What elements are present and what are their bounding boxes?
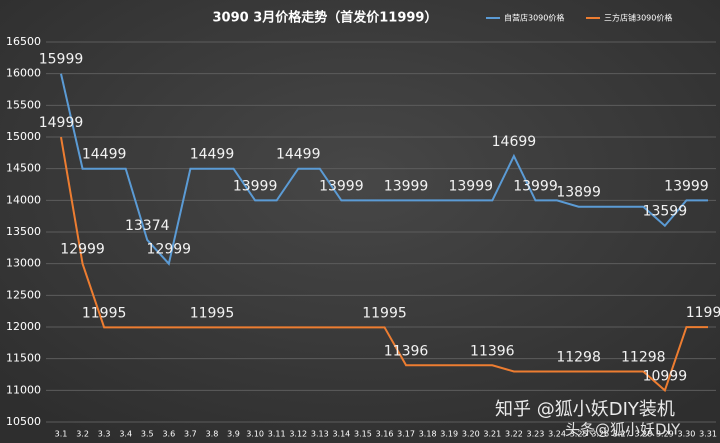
x-tick-label: 3.10 bbox=[246, 430, 264, 439]
x-tick-label: 3.18 bbox=[419, 430, 437, 439]
watermark: 头条@狐小妖DIY bbox=[565, 421, 681, 439]
data-label: 10999 bbox=[643, 368, 688, 384]
x-tick-label: 3.11 bbox=[268, 430, 286, 439]
data-label: 11995 bbox=[362, 305, 407, 321]
series-line bbox=[60, 136, 708, 393]
x-tick-label: 3.4 bbox=[119, 430, 132, 439]
x-tick-label: 3.31 bbox=[699, 430, 717, 439]
x-tick-label: 3.13 bbox=[311, 430, 329, 439]
x-tick-label: 3.24 bbox=[548, 430, 566, 439]
x-tick-label: 3.14 bbox=[332, 430, 350, 439]
data-label: 13899 bbox=[556, 185, 601, 201]
y-tick-label: 15500 bbox=[6, 98, 41, 111]
y-tick-label: 12000 bbox=[6, 320, 41, 333]
data-label: 13999 bbox=[319, 178, 364, 194]
x-tick-label: 3.25 bbox=[570, 430, 588, 439]
x-tick-label: 3.29 bbox=[656, 430, 674, 439]
legend-label: 三方店铺3090价格 bbox=[604, 13, 672, 23]
data-label: 11999 bbox=[686, 305, 720, 321]
y-tick-label: 13000 bbox=[6, 257, 41, 270]
data-label: 13999 bbox=[233, 178, 278, 194]
x-tick-label: 3.7 bbox=[184, 430, 197, 439]
y-tick-label: 13500 bbox=[6, 225, 41, 238]
x-tick-label: 3.8 bbox=[206, 430, 219, 439]
x-tick-label: 3.19 bbox=[440, 430, 458, 439]
x-tick-label: 3.1 bbox=[55, 430, 68, 439]
data-label: 12999 bbox=[147, 242, 192, 258]
x-tick-label: 3.15 bbox=[354, 430, 372, 439]
x-tick-label: 3.2 bbox=[76, 430, 89, 439]
x-tick-label: 3.23 bbox=[527, 430, 545, 439]
x-tick-label: 3.17 bbox=[397, 430, 415, 439]
data-label: 11298 bbox=[556, 349, 601, 365]
data-label: 11396 bbox=[384, 343, 429, 359]
x-tick-label: 3.20 bbox=[462, 430, 480, 439]
data-label: 15999 bbox=[39, 52, 84, 68]
x-tick-label: 3.16 bbox=[376, 430, 394, 439]
x-tick-label: 3.30 bbox=[678, 430, 696, 439]
y-tick-label: 14500 bbox=[6, 162, 41, 175]
legend-label: 自营店3090价格 bbox=[504, 13, 564, 23]
chart-title: 3090 3月价格走势（首发价11999） bbox=[213, 10, 438, 26]
data-label: 13999 bbox=[664, 178, 709, 194]
data-label: 13599 bbox=[643, 204, 688, 220]
y-tick-label: 11500 bbox=[6, 352, 41, 365]
x-tick-label: 3.12 bbox=[289, 430, 307, 439]
watermark: 知乎 @狐小妖DIY装机 bbox=[495, 399, 675, 420]
data-label: 12999 bbox=[60, 242, 105, 258]
data-label: 14499 bbox=[276, 147, 321, 163]
data-label: 14499 bbox=[82, 147, 127, 163]
data-label: 14499 bbox=[190, 147, 235, 163]
x-tick-label: 3.22 bbox=[505, 430, 523, 439]
x-tick-label: 3.6 bbox=[162, 430, 175, 439]
data-label: 11995 bbox=[82, 305, 127, 321]
data-label: 11995 bbox=[190, 305, 235, 321]
data-label: 11396 bbox=[470, 343, 515, 359]
y-tick-label: 16000 bbox=[6, 67, 41, 80]
x-tick-label: 3.5 bbox=[141, 430, 154, 439]
data-label: 13999 bbox=[384, 178, 429, 194]
data-label: 13999 bbox=[513, 178, 558, 194]
x-tick-label: 3.26 bbox=[591, 430, 609, 439]
x-tick-label: 3.3 bbox=[98, 430, 111, 439]
y-tick-label: 16500 bbox=[6, 35, 41, 48]
series-line bbox=[60, 73, 708, 266]
y-tick-label: 15000 bbox=[6, 130, 41, 143]
data-label: 13999 bbox=[448, 178, 493, 194]
y-tick-label: 12500 bbox=[6, 288, 41, 301]
x-tick-label: 3.27 bbox=[613, 430, 631, 439]
x-tick-label: 3.21 bbox=[483, 430, 501, 439]
data-label: 14999 bbox=[39, 115, 84, 131]
data-label: 13374 bbox=[125, 218, 170, 234]
data-label: 11298 bbox=[621, 349, 666, 365]
data-label: 14699 bbox=[492, 134, 537, 150]
y-tick-label: 11000 bbox=[6, 383, 41, 396]
x-tick-label: 3.9 bbox=[227, 430, 240, 439]
y-tick-label: 10500 bbox=[6, 415, 41, 428]
x-tick-label: 3.28 bbox=[634, 430, 652, 439]
y-tick-label: 14000 bbox=[6, 193, 41, 206]
